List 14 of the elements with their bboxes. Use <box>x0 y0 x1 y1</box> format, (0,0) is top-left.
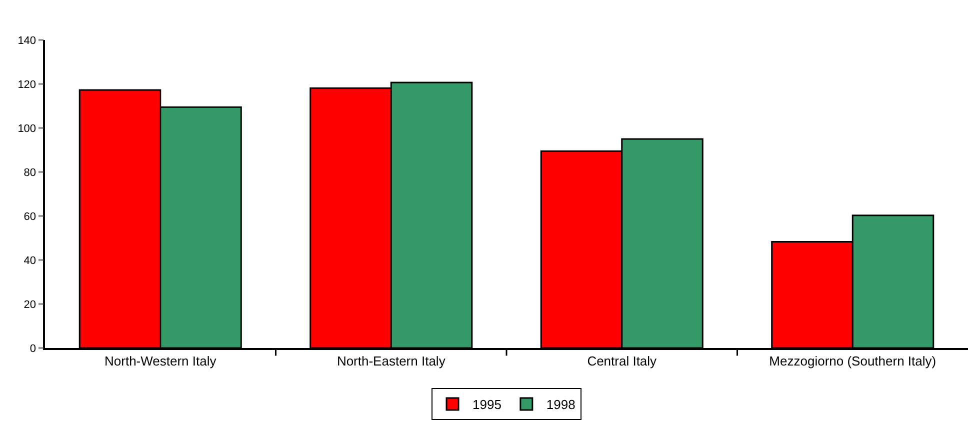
y-tick-label: 60 <box>24 210 36 223</box>
y-tick-label: 40 <box>24 254 36 267</box>
legend-label: 1998 <box>546 397 576 412</box>
y-tick-label: 100 <box>18 122 36 135</box>
y-tick-label: 120 <box>18 78 36 91</box>
x-tick-label: North-Eastern Italy <box>336 353 446 368</box>
x-tick-label: Mezzogiorno (Southern Italy) <box>769 353 936 368</box>
x-tick-label: North-Western Italy <box>104 353 217 368</box>
x-tick-label: Central Italy <box>587 353 658 368</box>
y-tick-label: 80 <box>24 166 36 179</box>
y-tick-label: 140 <box>18 34 36 47</box>
y-tick-label: 0 <box>30 342 36 355</box>
y-tick-label: 20 <box>24 298 36 311</box>
legend-label: 1995 <box>472 397 502 412</box>
